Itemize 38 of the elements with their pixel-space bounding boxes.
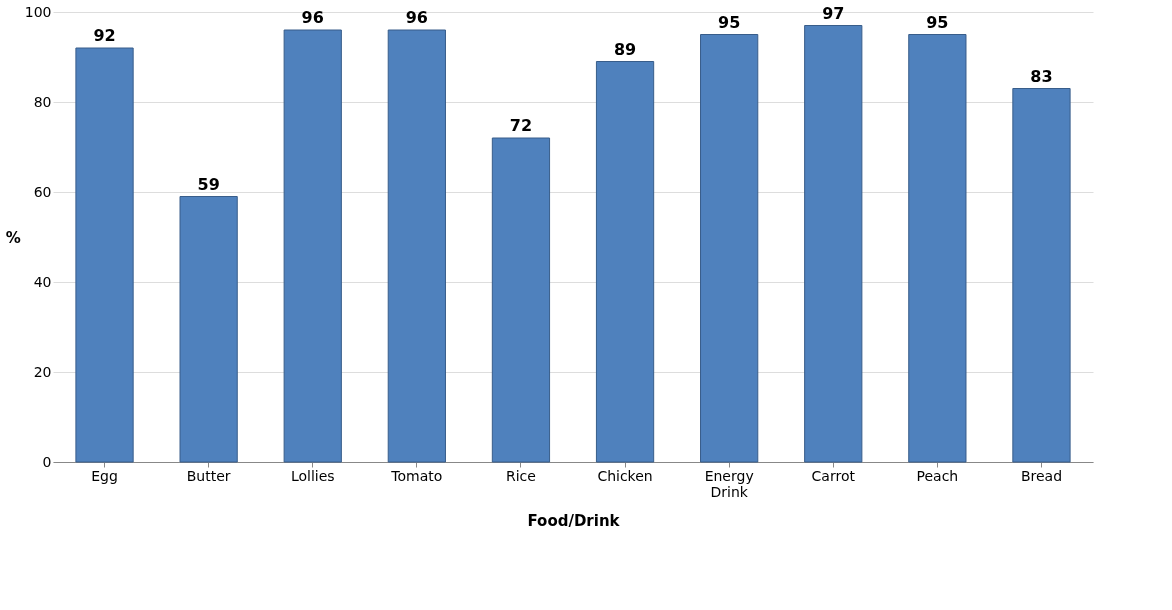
data-label: 89 bbox=[613, 39, 637, 59]
bar bbox=[908, 34, 967, 463]
data-label: 59 bbox=[197, 174, 220, 194]
bar bbox=[491, 137, 551, 463]
y-tick-label: 100 bbox=[24, 3, 52, 20]
x-tick-label: Rice bbox=[505, 467, 536, 484]
y-axis-title: % bbox=[5, 228, 21, 247]
bar bbox=[283, 29, 342, 463]
x-tick-label: Lollies bbox=[290, 467, 335, 484]
y-tick-label: 0 bbox=[42, 453, 52, 470]
x-tick-label: Egg bbox=[91, 467, 118, 484]
data-label: 95 bbox=[718, 12, 741, 32]
data-label: 96 bbox=[301, 8, 324, 27]
bar bbox=[700, 34, 759, 463]
data-label: 83 bbox=[1030, 66, 1053, 86]
x-tick-label: Tomato bbox=[390, 467, 443, 484]
y-tick-label: 40 bbox=[33, 273, 52, 290]
x-tick-label: Peach bbox=[916, 467, 959, 484]
bar bbox=[387, 29, 446, 463]
bar bbox=[595, 61, 655, 463]
bar bbox=[75, 47, 134, 463]
x-axis-title: Food/Drink bbox=[527, 511, 621, 530]
x-tick-label: Chicken bbox=[597, 467, 653, 484]
bar bbox=[1012, 88, 1071, 463]
x-tick-label: Carrot bbox=[811, 467, 856, 484]
y-tick-label: 20 bbox=[33, 363, 52, 380]
data-label: 92 bbox=[93, 26, 116, 45]
data-label: 95 bbox=[926, 12, 949, 32]
data-label: 96 bbox=[405, 8, 428, 27]
data-label: 97 bbox=[822, 3, 845, 23]
y-tick-label: 80 bbox=[33, 93, 52, 110]
x-tick-label: Butter bbox=[186, 467, 231, 484]
bar bbox=[179, 196, 238, 463]
y-tick-label: 60 bbox=[33, 183, 52, 200]
x-tick-label: Energy Drink bbox=[704, 467, 754, 500]
bar bbox=[804, 25, 863, 463]
x-tick-label: Bread bbox=[1020, 467, 1063, 484]
data-label: 72 bbox=[509, 116, 533, 135]
